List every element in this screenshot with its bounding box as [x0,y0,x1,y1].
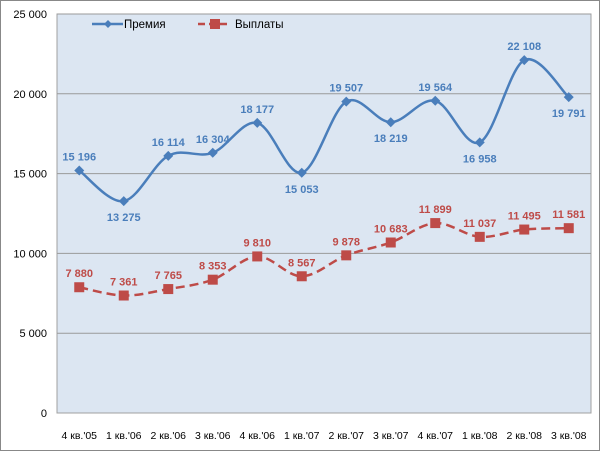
data-label: 22 108 [507,41,541,53]
data-point-square [341,250,352,261]
data-label: 19 564 [418,82,453,94]
data-point-diamond [74,165,85,176]
data-label: 16 114 [152,137,186,149]
y-tick-label: 0 [41,408,47,420]
data-label: 11 581 [552,209,585,221]
data-label: 9 878 [332,236,360,248]
data-point-diamond [252,117,263,128]
data-label: 11 899 [419,204,452,216]
data-point-square [563,223,574,234]
data-label: 13 275 [107,212,141,224]
data-label: 18 219 [374,133,408,145]
x-tick-label: 1 кв.'07 [284,430,320,442]
x-tick-label: 1 кв.'06 [106,430,142,442]
data-label: 10 683 [374,223,408,235]
data-label: 16 958 [463,153,497,165]
x-tick-label: 2 кв.'08 [506,430,542,442]
data-label: 15 053 [285,184,319,196]
data-label: 19 507 [329,83,363,95]
x-tick-label: 4 кв.'05 [61,430,97,442]
data-point-square [252,251,263,262]
data-point-diamond [341,96,352,107]
x-tick-label: 3 кв.'07 [373,430,409,442]
x-tick-label: 4 кв.'06 [239,430,275,442]
data-point-diamond [430,95,441,106]
data-point-square [385,237,396,248]
legend-label: Выплаты [235,19,284,31]
data-label: 16 304 [196,134,231,146]
x-tick-label: 4 кв.'07 [417,430,453,442]
plot-area [56,13,592,414]
data-point-square [74,282,85,293]
data-label: 19 791 [552,108,586,120]
x-tick-label: 3 кв.'06 [195,430,231,442]
y-tick-label: 10 000 [13,248,47,260]
data-label: 7 361 [110,277,138,289]
data-point-diamond [118,196,129,207]
data-label: 9 810 [243,237,271,249]
data-point-diamond [163,150,174,161]
data-label: 15 196 [62,151,96,163]
data-point-square [296,271,307,282]
data-point-square [474,231,485,242]
y-tick-label: 20 000 [13,89,47,101]
data-point-diamond [296,167,307,178]
y-tick-label: 5 000 [19,328,47,340]
data-label: 8 353 [199,261,227,273]
data-label: 18 177 [240,104,274,116]
y-tick-label: 25 000 [13,9,47,21]
data-point-square [207,274,218,285]
data-label: 8 567 [288,257,316,269]
legend-square-icon [210,19,220,29]
data-point-square [430,218,441,229]
x-tick-label: 2 кв.'06 [150,430,186,442]
data-label: 11 037 [463,218,496,230]
data-label: 7 880 [65,268,93,280]
x-tick-label: 1 кв.'08 [462,430,498,442]
legend-label: Премия [124,19,166,31]
data-point-diamond [563,92,574,103]
data-point-diamond [519,55,530,66]
x-tick-label: 2 кв.'07 [328,430,364,442]
data-point-diamond [207,147,218,158]
data-point-square [118,290,129,301]
data-point-diamond [474,137,485,148]
data-point-square [519,224,530,235]
data-point-square [163,284,174,295]
data-point-diamond [385,117,396,128]
data-label: 11 495 [508,211,541,223]
legend-diamond-icon [104,20,112,28]
y-tick-label: 15 000 [13,169,47,181]
x-tick-label: 3 кв.'08 [551,430,587,442]
data-label: 7 765 [154,270,182,282]
